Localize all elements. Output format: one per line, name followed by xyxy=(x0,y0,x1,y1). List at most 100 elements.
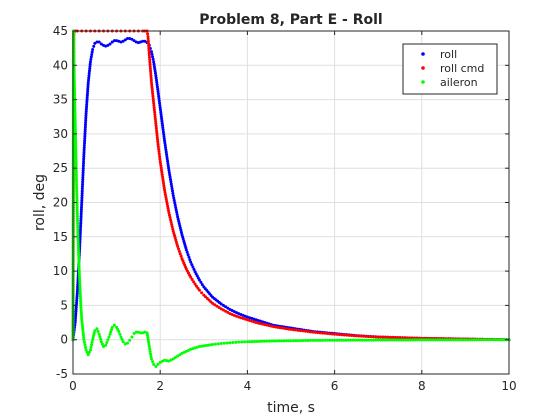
data-point xyxy=(154,364,158,368)
data-point xyxy=(148,58,152,62)
data-point xyxy=(78,228,82,232)
data-point xyxy=(77,274,81,278)
data-point xyxy=(83,141,87,145)
data-point xyxy=(418,338,422,342)
data-point xyxy=(489,338,493,342)
data-point xyxy=(90,52,94,56)
data-point xyxy=(149,76,153,80)
data-point xyxy=(171,227,175,231)
data-point xyxy=(148,62,152,66)
data-point xyxy=(160,119,164,123)
data-point xyxy=(362,338,366,342)
data-point xyxy=(438,338,442,342)
data-point xyxy=(149,71,153,75)
data-point xyxy=(397,338,401,342)
data-point xyxy=(190,278,194,282)
data-point xyxy=(155,83,159,87)
data-point xyxy=(106,43,110,47)
data-point xyxy=(158,157,162,161)
data-point xyxy=(77,269,81,273)
data-point xyxy=(226,306,230,310)
data-point xyxy=(146,32,150,36)
data-point xyxy=(84,111,88,115)
data-point xyxy=(76,228,80,232)
data-point xyxy=(146,37,150,41)
data-point xyxy=(420,338,424,342)
data-point xyxy=(502,338,506,342)
data-point xyxy=(333,332,337,336)
data-point xyxy=(86,80,90,84)
data-point xyxy=(102,345,106,349)
data-point xyxy=(82,340,86,344)
data-point xyxy=(85,94,89,98)
data-point xyxy=(213,342,217,346)
data-point xyxy=(108,332,112,336)
data-point xyxy=(156,140,160,144)
data-point xyxy=(153,71,157,75)
data-point xyxy=(74,171,78,175)
data-point xyxy=(87,71,91,75)
data-point xyxy=(99,337,103,341)
data-point xyxy=(169,220,173,224)
data-point xyxy=(147,340,151,344)
data-point xyxy=(79,310,83,314)
data-point xyxy=(77,267,81,271)
data-point xyxy=(74,162,78,166)
data-point xyxy=(369,335,373,339)
data-point xyxy=(320,338,324,342)
y-tick-label: 30 xyxy=(53,127,68,141)
data-point xyxy=(78,276,82,280)
data-point xyxy=(156,142,160,146)
data-point xyxy=(88,67,92,71)
data-point xyxy=(84,118,88,122)
data-point xyxy=(328,332,332,336)
data-point xyxy=(73,123,77,127)
data-point xyxy=(294,339,298,343)
data-point xyxy=(99,340,103,344)
data-point xyxy=(78,290,82,294)
data-point xyxy=(82,155,86,159)
data-point xyxy=(316,331,320,335)
data-point xyxy=(376,338,380,342)
data-point xyxy=(173,356,177,360)
y-tick-label: 15 xyxy=(53,230,68,244)
data-point xyxy=(77,262,81,266)
data-point xyxy=(79,219,83,223)
legend-box xyxy=(402,43,498,95)
data-point xyxy=(468,338,472,342)
data-point xyxy=(95,327,99,331)
data-point xyxy=(146,34,150,38)
data-point xyxy=(359,334,363,338)
data-point xyxy=(158,154,162,158)
data-point xyxy=(72,82,76,86)
data-point xyxy=(123,38,127,42)
data-point xyxy=(76,235,80,239)
data-point xyxy=(219,341,223,345)
data-point xyxy=(79,214,83,218)
y-tick-label: 40 xyxy=(53,58,68,72)
data-point xyxy=(161,175,165,179)
data-point xyxy=(284,339,288,343)
data-point xyxy=(81,333,85,337)
data-point xyxy=(160,170,164,174)
data-point xyxy=(308,338,312,342)
data-point xyxy=(76,237,80,241)
data-point xyxy=(81,171,85,175)
data-point xyxy=(184,248,188,252)
data-point xyxy=(175,210,179,214)
data-point xyxy=(76,223,80,227)
data-point xyxy=(151,360,155,364)
data-point xyxy=(151,94,155,98)
data-point xyxy=(73,114,77,118)
x-tick-label: 0 xyxy=(69,379,77,393)
data-point xyxy=(175,213,179,217)
data-point xyxy=(75,212,79,216)
data-point xyxy=(291,328,295,332)
data-point xyxy=(301,329,305,333)
data-point xyxy=(161,126,165,130)
data-point xyxy=(85,98,89,102)
data-point xyxy=(173,201,177,205)
data-point xyxy=(157,147,161,151)
data-point xyxy=(84,348,88,352)
